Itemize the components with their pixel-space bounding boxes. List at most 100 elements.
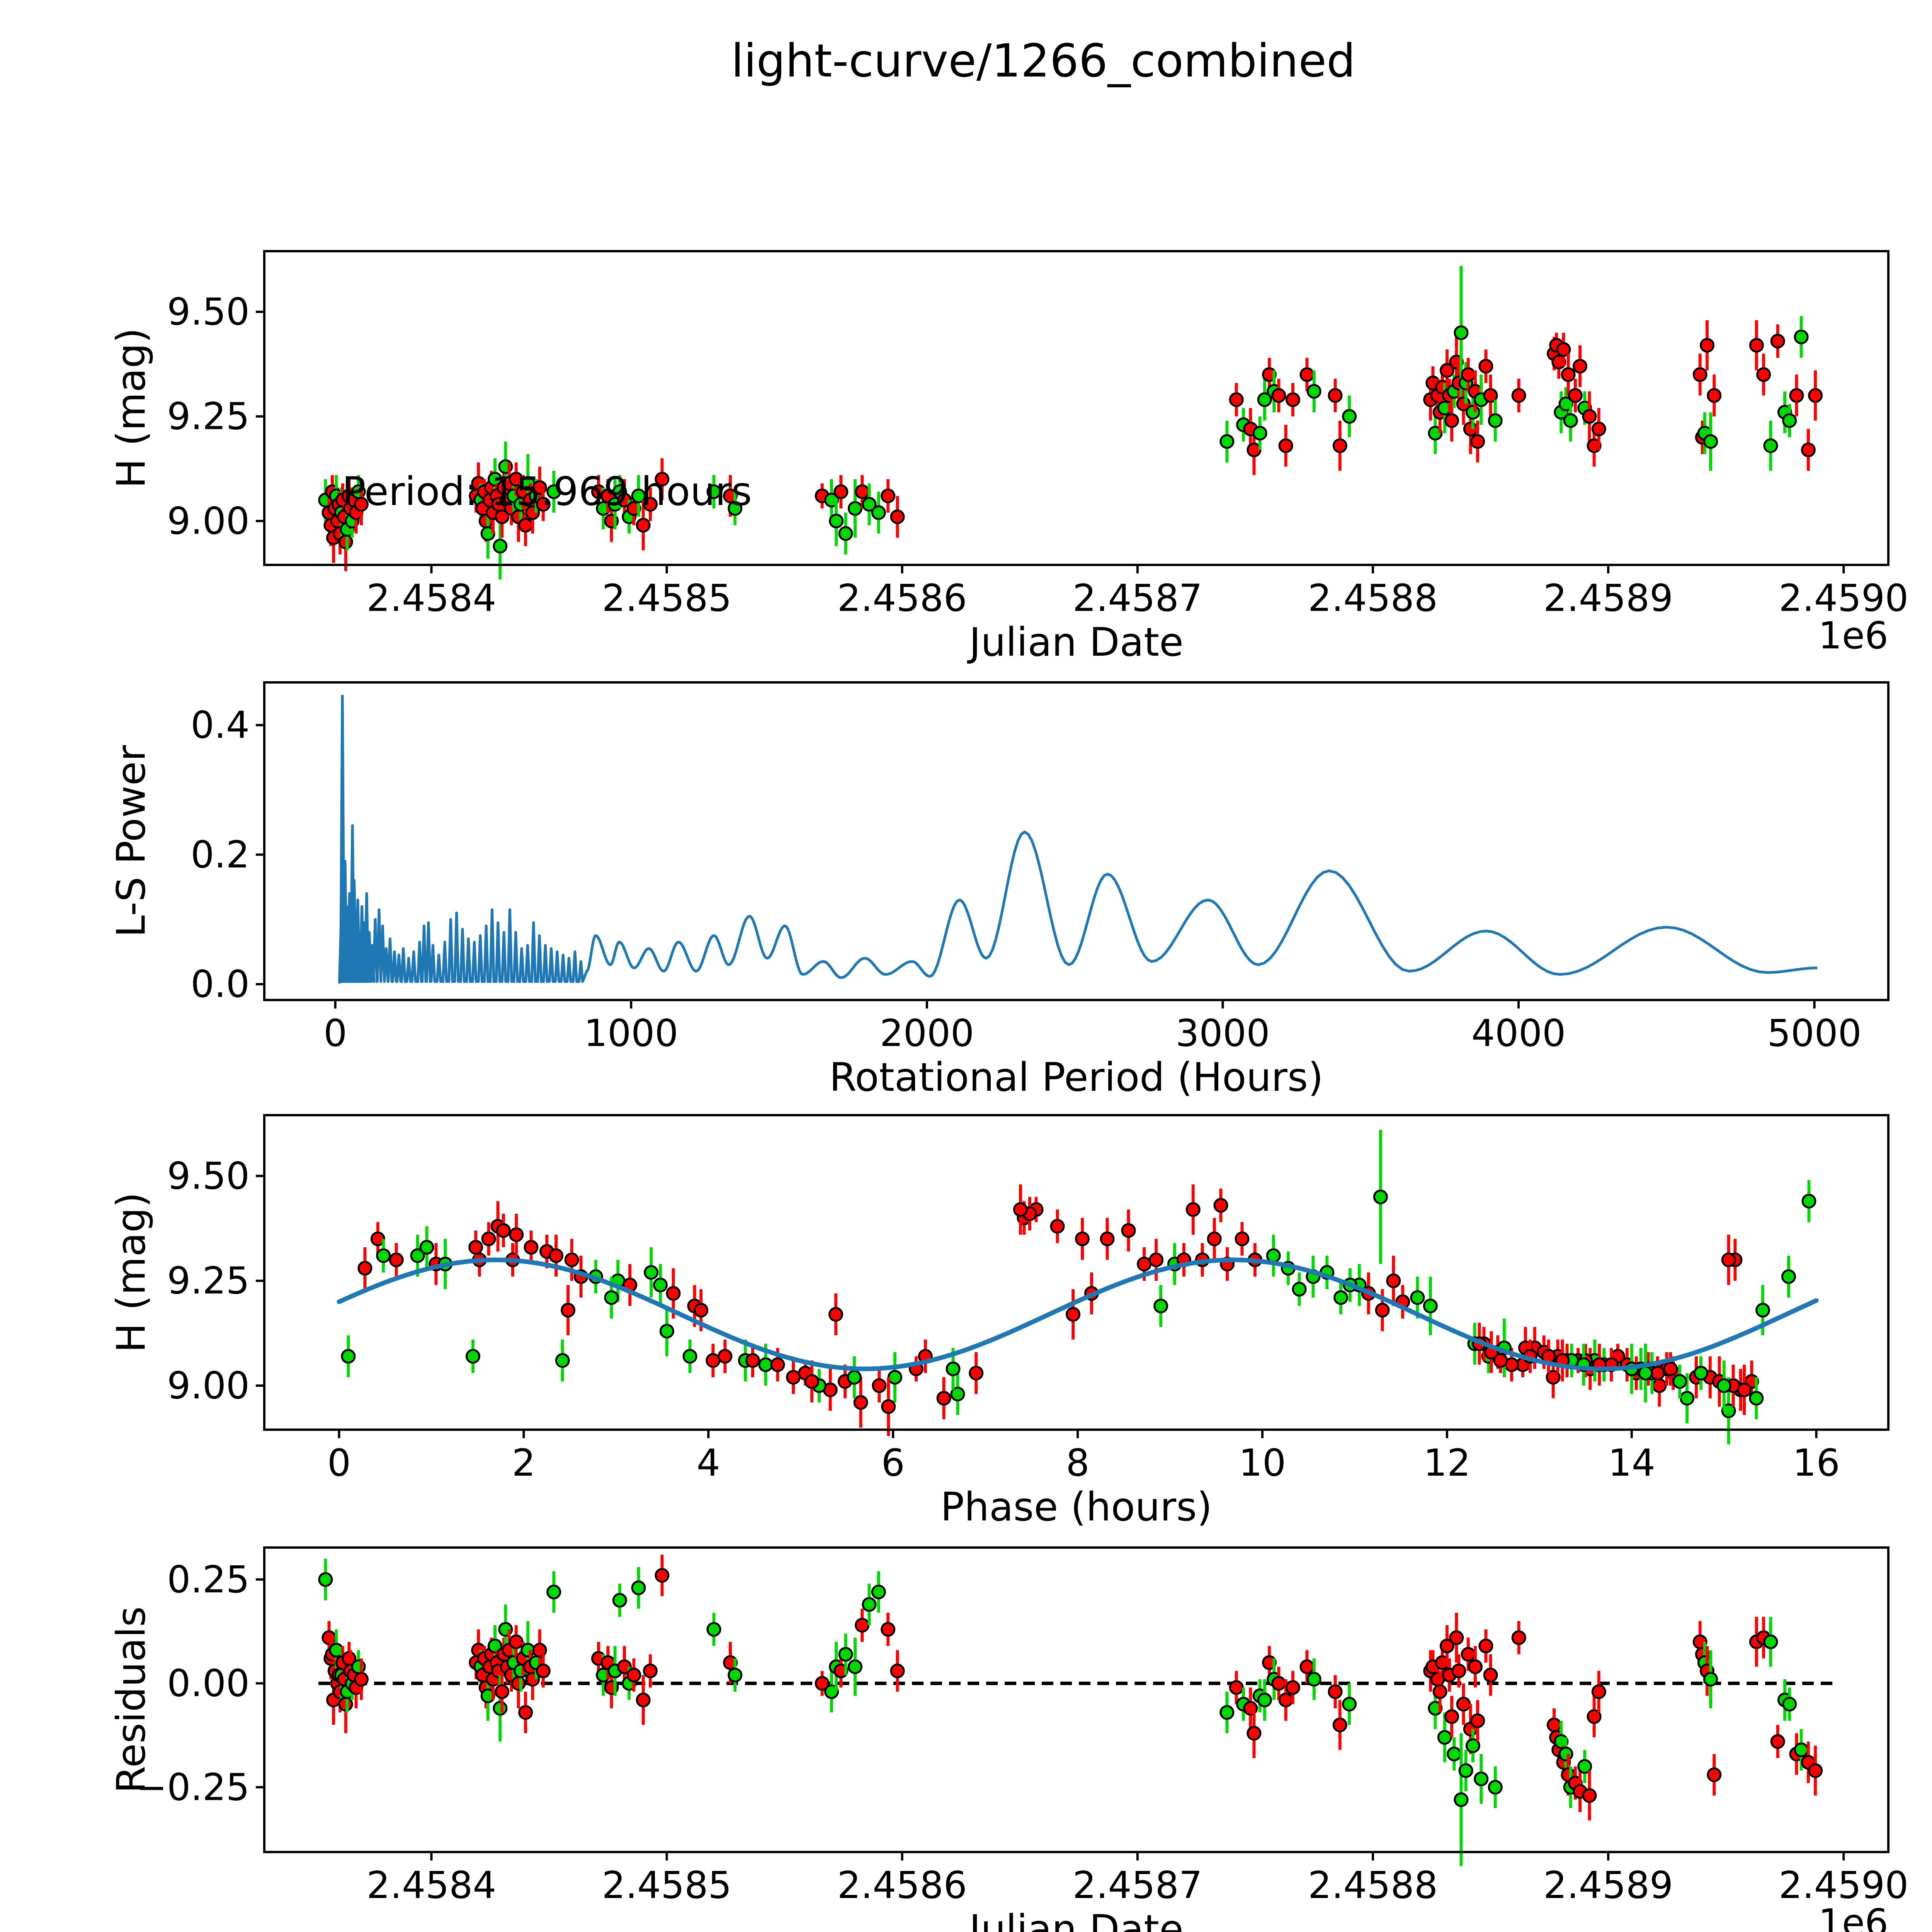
data-point-green	[1292, 1282, 1307, 1297]
y-axis-label: H (mag)	[109, 1192, 155, 1352]
data-point-green	[847, 1659, 862, 1674]
data-point-green	[1577, 1759, 1592, 1774]
data-point-red	[1770, 333, 1785, 349]
data-point-red	[1461, 367, 1476, 382]
data-point-green	[410, 1248, 425, 1263]
data-point-green	[487, 472, 502, 487]
data-point-green	[1153, 1298, 1168, 1313]
x-tick-label: 4000	[1471, 1012, 1566, 1055]
data-point-red	[511, 1676, 526, 1691]
x-tick-label: 2.4587	[1073, 1864, 1202, 1907]
data-point-red	[969, 1366, 984, 1381]
data-point-green	[318, 1572, 333, 1587]
data-point-green	[838, 526, 853, 541]
data-point-red	[1808, 1763, 1823, 1778]
data-point-red	[890, 509, 905, 524]
y-tick-label: 9.25	[167, 395, 250, 438]
data-point-red	[1478, 359, 1493, 374]
data-point-red	[1100, 1231, 1115, 1247]
data-point-red	[881, 1399, 896, 1414]
data-point-green	[838, 1647, 853, 1662]
data-point-red	[1556, 342, 1571, 357]
data-point-red	[1547, 1718, 1562, 1733]
data-point-red	[357, 1261, 372, 1276]
data-point-red	[1789, 388, 1804, 403]
data-point-red	[1663, 1361, 1678, 1376]
data-point-red	[643, 1663, 658, 1679]
data-point-red	[1328, 1684, 1343, 1699]
data-point-green	[1703, 434, 1718, 449]
data-point-green	[871, 1585, 886, 1600]
data-point-red	[1278, 438, 1293, 453]
data-point-red	[561, 1303, 576, 1318]
data-point-red	[706, 1353, 721, 1368]
data-point-red	[1707, 388, 1722, 403]
data-point-red	[1707, 1767, 1722, 1782]
data-point-red	[1650, 1366, 1665, 1381]
panel-phase-folded: 0 2 4 6 8 10 12 14 16 9.00 9.25 9.50 Phase (hours) H …	[109, 1114, 1889, 1530]
data-point-red	[1149, 1252, 1164, 1267]
x-tick-label: 2.4584	[367, 577, 497, 620]
x-tick-label: 3000	[1175, 1012, 1270, 1055]
data-point-green	[493, 539, 508, 554]
data-point-red	[655, 1568, 670, 1583]
data-point-green	[466, 1349, 481, 1364]
data-point-green	[1219, 1705, 1235, 1720]
data-point-green	[887, 1370, 902, 1385]
x-tick-label: 2.4589	[1543, 1864, 1673, 1907]
data-point-red	[1444, 413, 1459, 428]
data-point-green	[1306, 384, 1321, 399]
data-point-green	[871, 505, 886, 520]
data-point-red	[1229, 1680, 1244, 1695]
data-point-red	[1121, 1223, 1136, 1238]
data-point-green	[631, 488, 646, 503]
data-point-green	[1488, 1780, 1503, 1795]
y-tick-label: 9.50	[167, 290, 250, 333]
y-tick-label: 0.25	[167, 1558, 250, 1601]
data-point-red	[1299, 1659, 1315, 1674]
data-point-red	[1247, 1726, 1262, 1741]
data-point-green	[862, 1597, 877, 1612]
data-point-green	[493, 1701, 508, 1716]
data-point-green	[1763, 438, 1778, 453]
x-axis-label: Phase (hours)	[940, 1484, 1212, 1530]
y-axis-label: L-S Power	[109, 745, 155, 937]
x-tick-label: 2.4587	[1073, 577, 1202, 620]
x-tick-label: 10	[1239, 1441, 1286, 1485]
data-point-red	[1328, 388, 1343, 403]
data-point-red	[509, 1227, 524, 1242]
x-tick-label: 0	[323, 1012, 347, 1055]
data-point-green	[1437, 1730, 1452, 1745]
data-point-red	[853, 1395, 868, 1410]
data-point-green	[728, 501, 743, 516]
data-point-green	[1488, 413, 1503, 428]
data-point-green	[546, 1585, 561, 1600]
data-point-green	[631, 1580, 646, 1595]
data-point-green	[644, 1265, 659, 1280]
data-point-red	[1207, 1231, 1222, 1247]
data-point-red	[636, 518, 651, 533]
data-point-red	[1582, 409, 1597, 424]
data-point-red	[354, 1672, 369, 1687]
data-point-red	[1285, 1680, 1300, 1695]
data-point-green	[1454, 325, 1469, 340]
data-point-red	[1699, 338, 1714, 353]
data-point-green	[1465, 1738, 1480, 1753]
data-point-red	[524, 1240, 539, 1255]
data-point-green	[847, 501, 862, 516]
axes-frame	[263, 250, 1889, 566]
data-point-red	[1271, 388, 1286, 403]
data-point-green	[1749, 1391, 1764, 1406]
x-tick-label: 2.4585	[602, 577, 732, 620]
data-point-red	[518, 1705, 533, 1720]
data-point-red	[509, 1634, 524, 1650]
data-point-red	[1470, 434, 1485, 449]
data-point-red	[1801, 442, 1816, 457]
data-point-red	[1332, 1718, 1347, 1733]
data-point-red	[1066, 1307, 1081, 1322]
data-point-red	[881, 488, 896, 503]
data-point-red	[1229, 392, 1244, 407]
y-tick-label: 0.00	[167, 1662, 250, 1705]
data-point-red	[1050, 1219, 1065, 1234]
